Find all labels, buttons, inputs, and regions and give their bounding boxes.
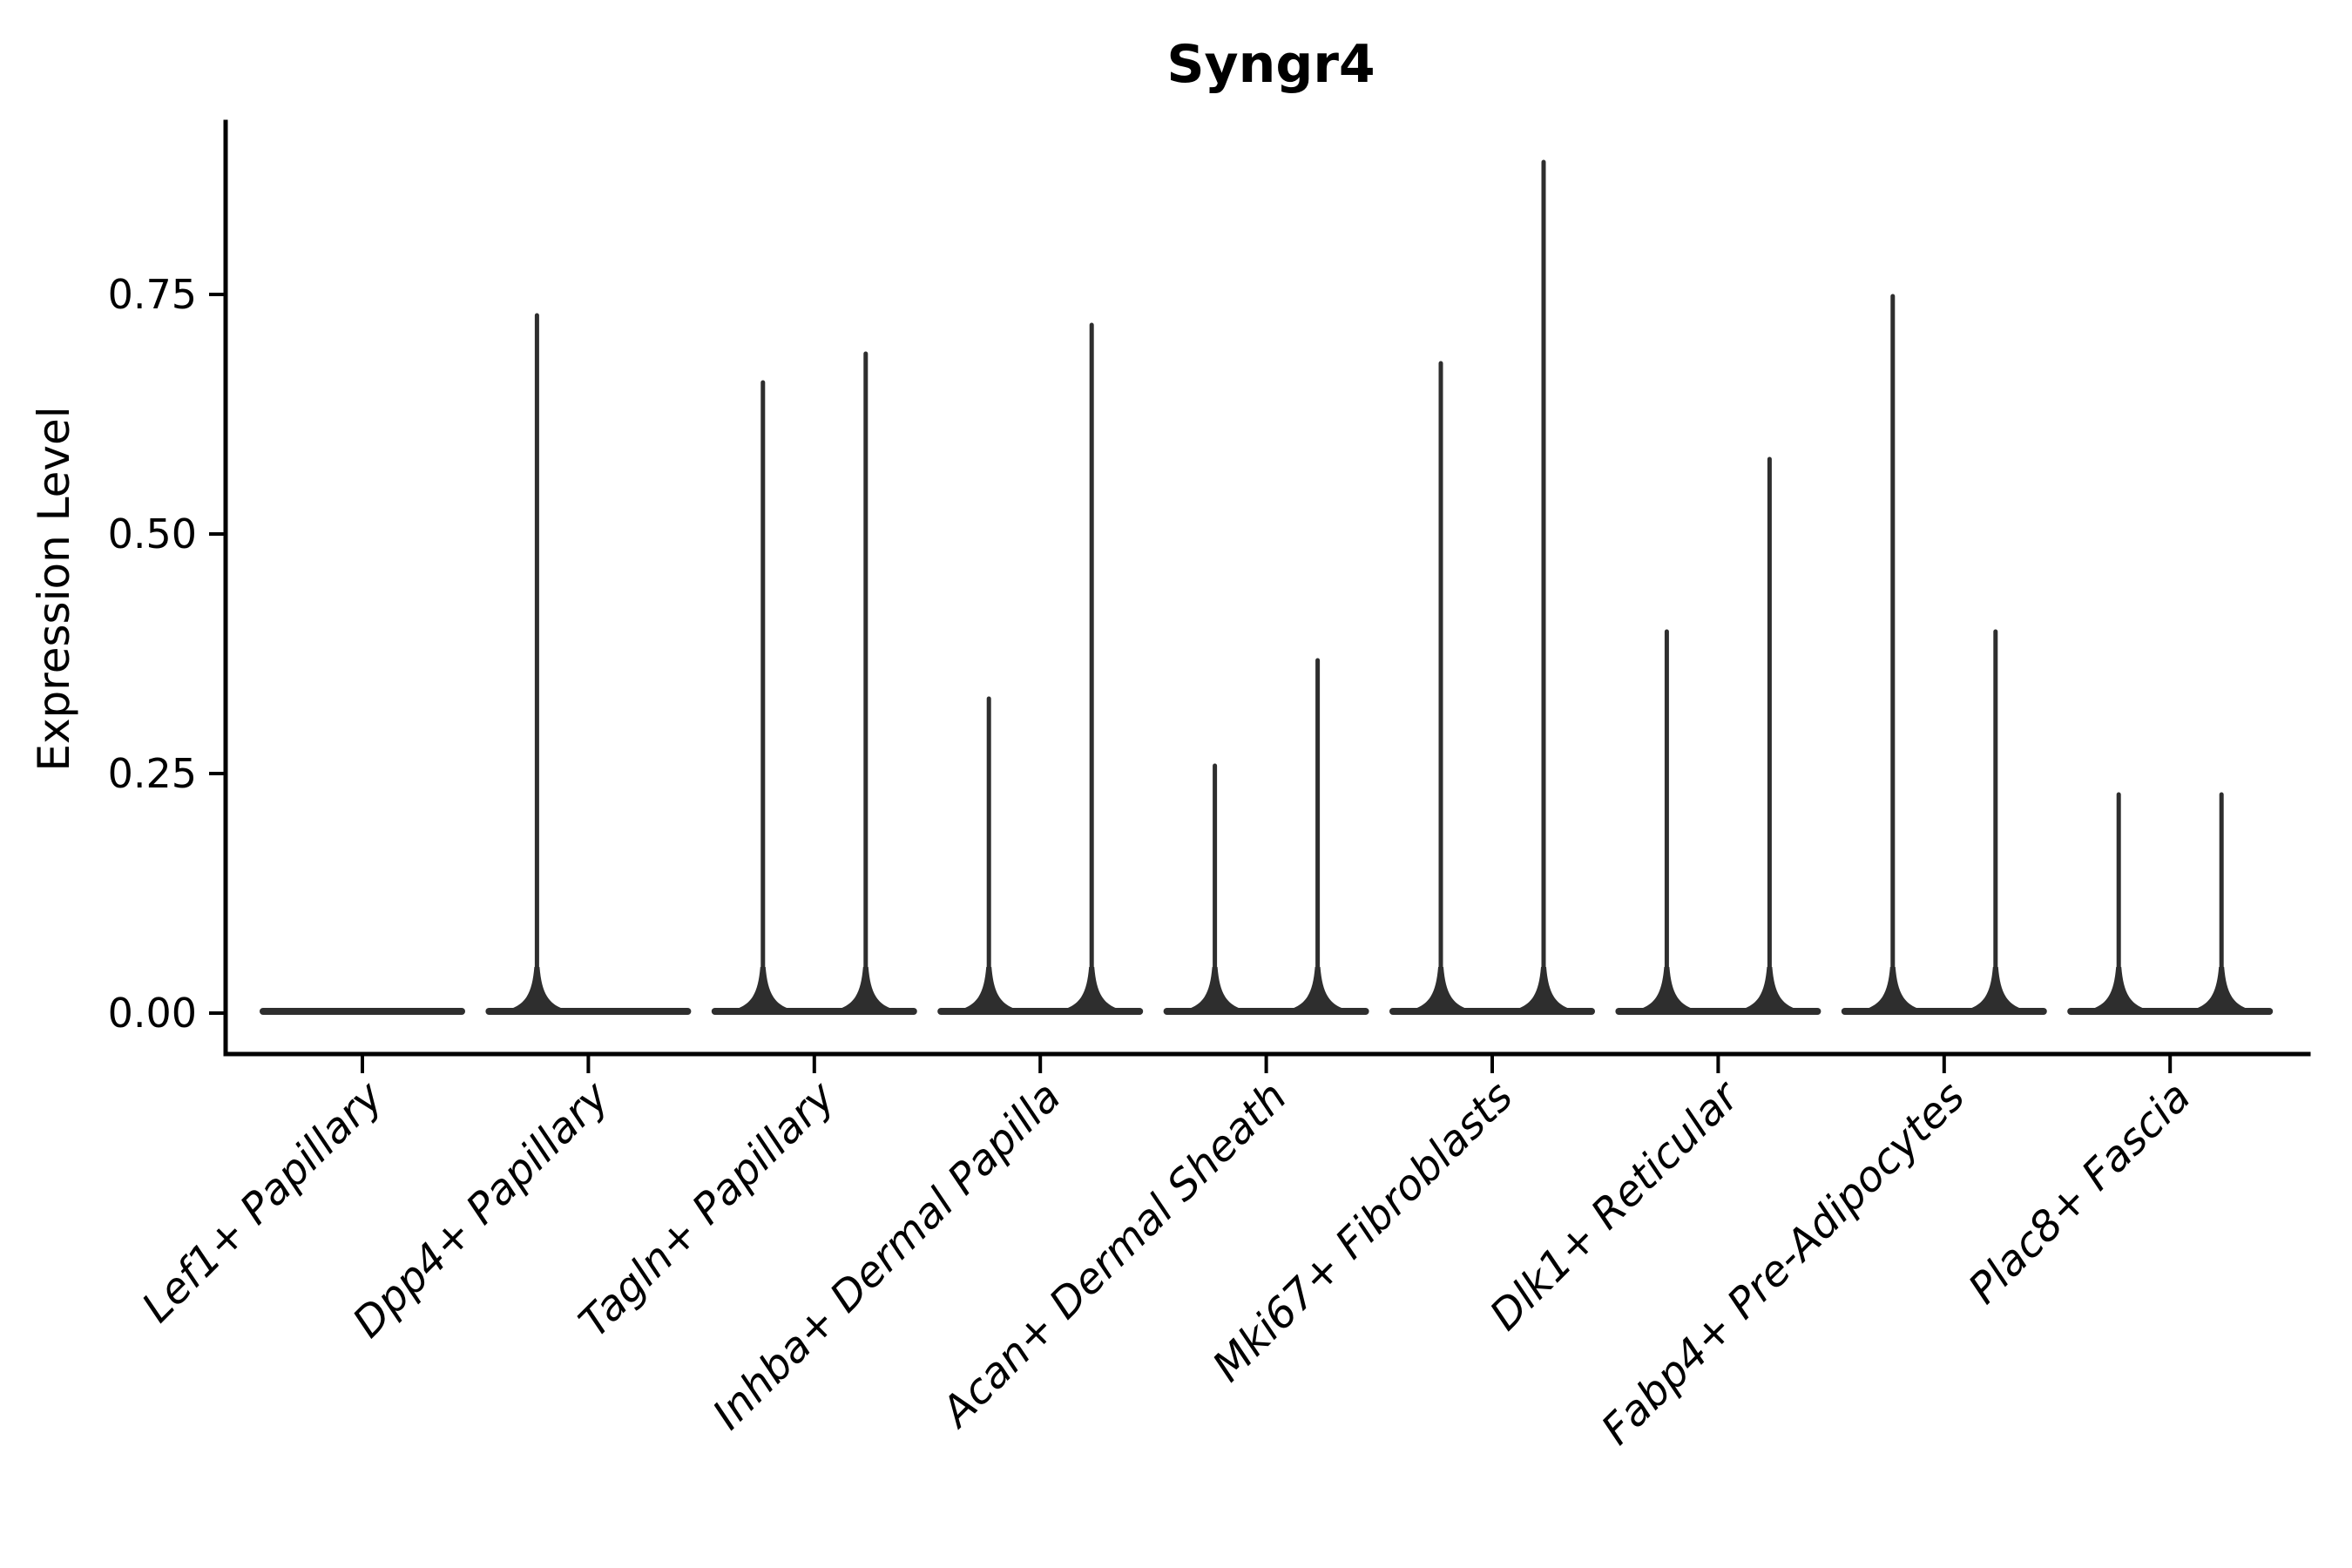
y-ticks-layer: 0.00 0.25 0.50 0.75 [108,271,226,1037]
violin-pair [1389,159,1595,1015]
violin-flare [495,967,579,1012]
axis-lines [223,119,2311,1057]
violin-flare [1050,967,1134,1012]
y-axis-label: Expression Level [29,406,79,771]
violin-pair [1841,294,2047,1015]
violin-pair [485,313,692,1015]
x-tick-label: Lef1+ Papillary [132,1071,393,1332]
x-tick-label: Plac8+ Fascia [1959,1072,2200,1314]
violin-flare [823,967,908,1012]
violin-flare [1275,967,1360,1012]
x-tick-label: Dlk1+ Reticular [1481,1071,1751,1341]
chart-title: Syngr4 [1166,34,1375,95]
violin-flare [2180,967,2264,1012]
y-tick-label: 0.25 [108,750,197,797]
y-tick-label: 0.75 [108,271,197,318]
x-tick-label: Fabp4+ Pre-Adipocytes [1592,1072,1975,1455]
violin-flare [1625,967,1709,1012]
violin-pair [1615,456,1821,1015]
y-tick-label: 0.00 [108,990,197,1037]
violin-flare [1502,967,1585,1012]
violin-flare [1953,967,2038,1012]
violin-flare [1727,967,1812,1012]
violin-pair [1163,658,1369,1015]
violin-pair [711,351,917,1015]
violin-flare [947,967,1031,1012]
violin-pair [937,322,1144,1015]
violin-flare [2077,967,2161,1012]
y-tick-label: 0.50 [108,510,197,558]
violin-flare [720,967,805,1012]
violin-flare [1399,967,1483,1012]
violin-flare [1850,967,1935,1012]
violin-pair [2067,792,2274,1015]
violins-layer [260,159,2274,1015]
violin-flare [1173,967,1257,1012]
